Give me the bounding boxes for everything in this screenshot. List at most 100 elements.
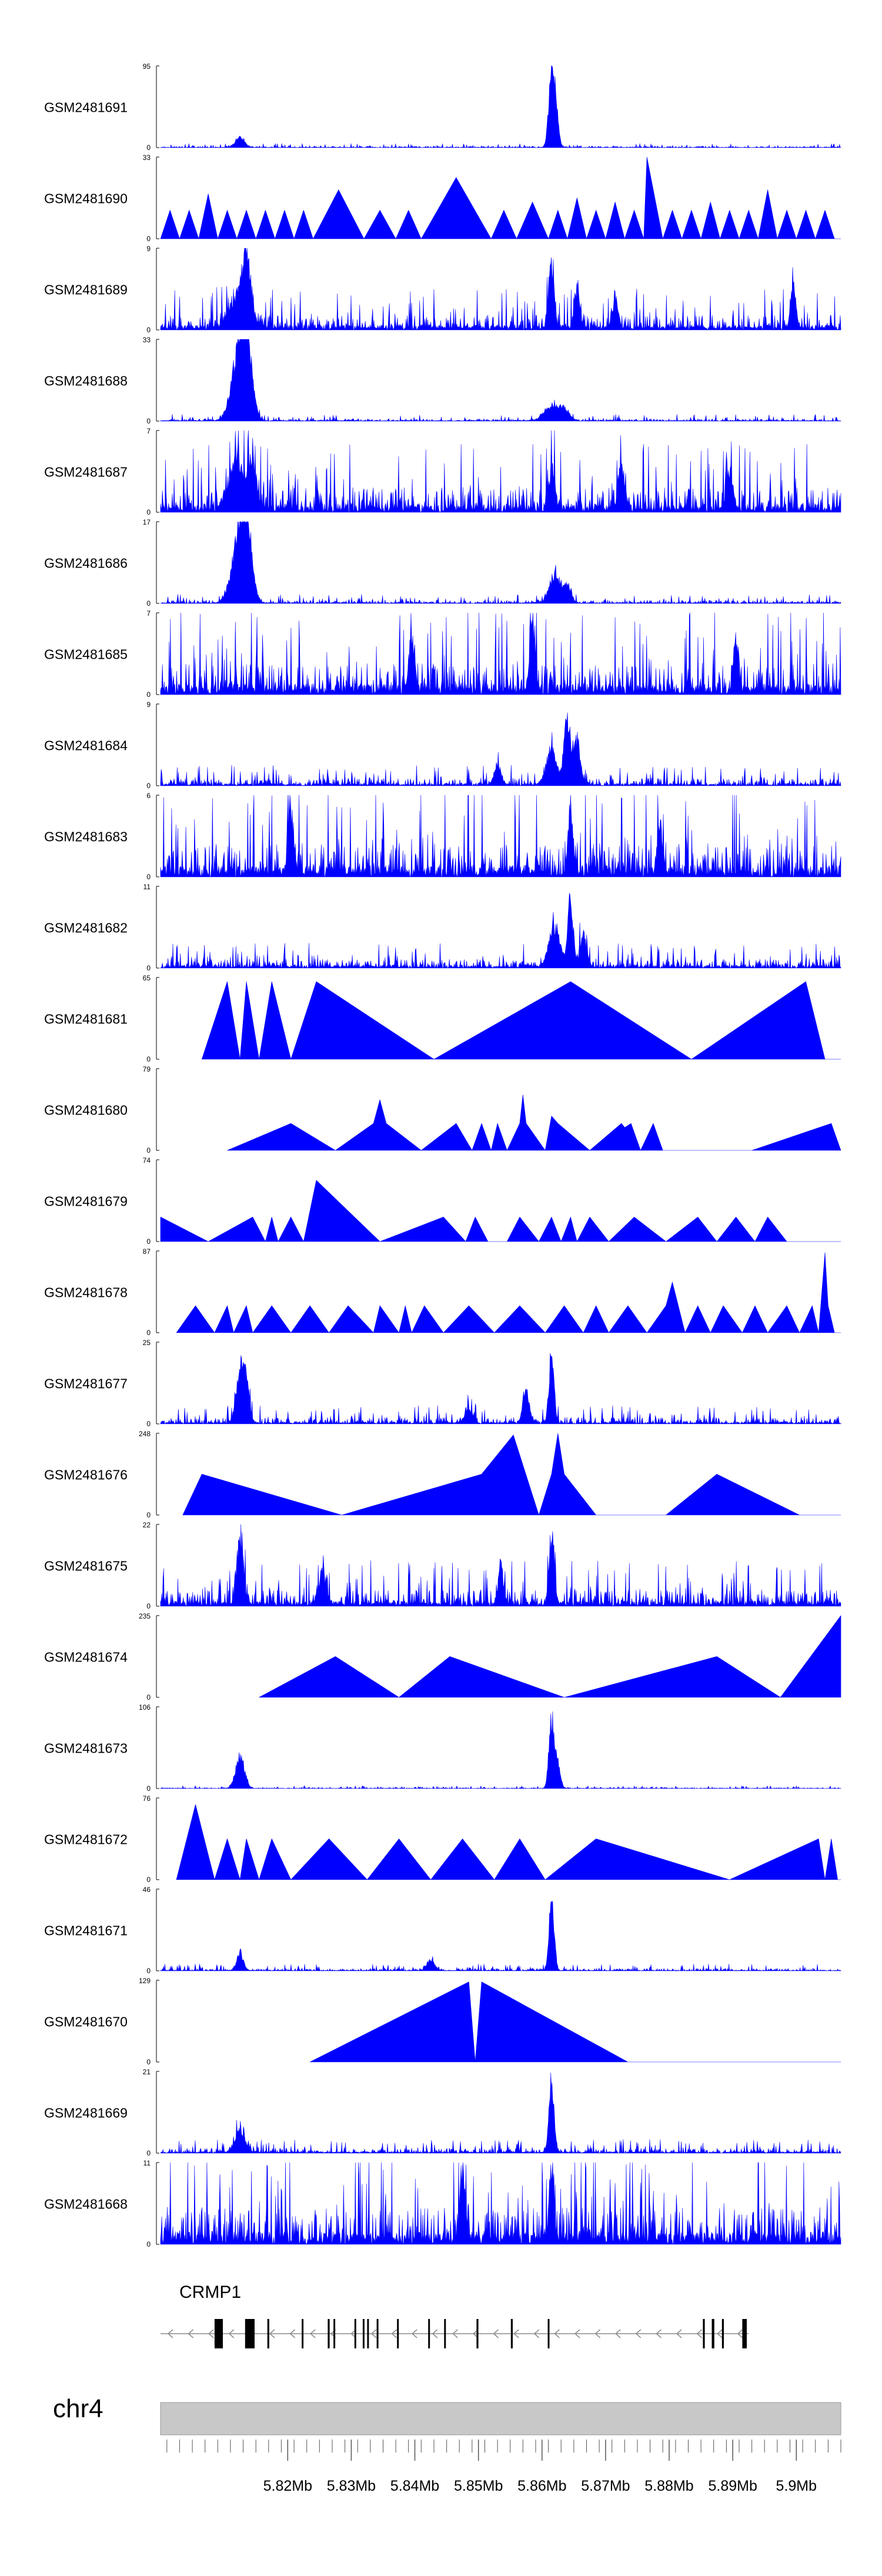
exon xyxy=(214,2319,223,2348)
track-label: GSM2481677 xyxy=(44,1376,128,1392)
coverage-area xyxy=(259,1615,841,1698)
track-label: GSM2481684 xyxy=(44,738,128,753)
y-axis-min-label: 0 xyxy=(146,1237,151,1246)
y-axis-min-label: 0 xyxy=(146,235,151,243)
track-label: GSM2481686 xyxy=(44,556,128,571)
strand-arrow xyxy=(269,2329,275,2338)
y-axis-min-label: 0 xyxy=(146,417,151,425)
strand-arrow xyxy=(594,2329,601,2338)
track-GSM2481686: GSM2481686 17 0 xyxy=(44,518,841,608)
x-tick-label: 5.84Mb xyxy=(390,2478,439,2494)
track-GSM2481676: GSM2481676 248 0 xyxy=(44,1430,841,1519)
track-GSM2481672: GSM2481672 76 0 xyxy=(44,1794,841,1884)
track-GSM2481669: GSM2481669 21 0 xyxy=(44,2068,841,2157)
y-axis-max-label: 95 xyxy=(143,62,151,71)
track-GSM2481684: GSM2481684 9 0 xyxy=(44,700,841,790)
strand-arrow xyxy=(656,2329,662,2338)
track-label: GSM2481671 xyxy=(44,1923,128,1938)
y-axis-min-label: 0 xyxy=(146,1876,151,1884)
coverage-area xyxy=(160,1353,841,1424)
exon xyxy=(362,2319,365,2348)
track-GSM2481675: GSM2481675 22 0 xyxy=(44,1521,841,1610)
y-axis-max-label: 21 xyxy=(143,2068,151,2076)
chromosome-bar xyxy=(160,2402,841,2435)
y-axis-max-label: 11 xyxy=(143,2159,151,2167)
y-axis-max-label: 11 xyxy=(143,883,151,891)
track-label: GSM2481689 xyxy=(44,282,128,298)
y-axis-min-label: 0 xyxy=(146,873,151,881)
track-GSM2481673: GSM2481673 106 0 xyxy=(44,1703,841,1793)
y-axis-max-label: 74 xyxy=(143,1156,151,1164)
chromosome-label: chr4 xyxy=(53,2394,103,2423)
strand-arrow xyxy=(289,2329,296,2338)
y-axis-min-label: 0 xyxy=(146,1511,151,1519)
y-axis-max-label: 65 xyxy=(143,974,151,982)
y-axis-max-label: 9 xyxy=(146,245,151,253)
track-label: GSM2481679 xyxy=(44,1194,128,1209)
track-GSM2481671: GSM2481671 46 0 xyxy=(44,1886,841,1975)
strand-arrow xyxy=(513,2329,519,2338)
y-axis-min-label: 0 xyxy=(146,1602,151,1610)
strand-arrow xyxy=(737,2329,743,2338)
y-axis-max-label: 79 xyxy=(143,1065,151,1073)
y-axis-min-label: 0 xyxy=(146,1784,151,1793)
strand-arrow xyxy=(696,2329,703,2338)
coverage-area xyxy=(160,65,841,148)
x-tick-label: 5.85Mb xyxy=(454,2478,503,2494)
coverage-area xyxy=(160,612,841,695)
exon xyxy=(333,2319,336,2348)
track-GSM2481682: GSM2481682 11 0 xyxy=(44,883,841,972)
coverage-area xyxy=(160,893,841,969)
x-tick-label: 5.89Mb xyxy=(709,2478,757,2494)
y-axis-max-label: 6 xyxy=(146,792,151,800)
strand-arrow xyxy=(391,2329,397,2338)
coverage-area xyxy=(160,521,841,604)
y-axis-max-label: 7 xyxy=(146,427,151,435)
track-GSM2481683: GSM2481683 6 0 xyxy=(44,792,841,881)
track-label: GSM2481675 xyxy=(44,1559,128,1574)
strand-arrow xyxy=(167,2329,173,2338)
strand-arrow xyxy=(472,2329,479,2338)
coverage-area xyxy=(202,981,841,1060)
y-axis-min-label: 0 xyxy=(146,2058,151,2066)
exon xyxy=(376,2319,379,2348)
strand-arrow xyxy=(188,2329,194,2338)
track-label: GSM2481680 xyxy=(44,1103,128,1118)
track-label: GSM2481673 xyxy=(44,1741,128,1756)
track-GSM2481679: GSM2481679 74 0 xyxy=(44,1156,841,1246)
coverage-area xyxy=(309,1981,841,2063)
y-axis-min-label: 0 xyxy=(146,1055,151,1063)
track-label: GSM2481674 xyxy=(44,1650,128,1665)
y-axis-min-label: 0 xyxy=(146,2240,151,2248)
x-tick-label: 5.83Mb xyxy=(327,2478,376,2494)
y-axis-min-label: 0 xyxy=(146,782,151,790)
strand-arrow xyxy=(717,2329,723,2338)
strand-arrow xyxy=(676,2329,682,2338)
y-axis-max-label: 76 xyxy=(143,1794,151,1803)
track-label: GSM2481670 xyxy=(44,2014,128,2030)
exon xyxy=(711,2319,714,2348)
y-axis-min-label: 0 xyxy=(146,326,151,334)
coverage-area xyxy=(160,1901,841,1971)
coverage-area xyxy=(160,339,841,422)
track-label: GSM2481669 xyxy=(44,2105,128,2121)
coverage-tracks: GSM2481691950GSM2481690330GSM248168990GS… xyxy=(44,62,841,2248)
exon xyxy=(476,2319,479,2348)
exon xyxy=(328,2319,330,2348)
x-tick-label: 5.88Mb xyxy=(644,2478,693,2494)
track-GSM2481668: GSM2481668 11 0 xyxy=(44,2159,841,2248)
y-axis-max-label: 7 xyxy=(146,609,151,618)
coverage-area xyxy=(160,712,841,786)
track-GSM2481688: GSM2481688 33 0 xyxy=(44,336,841,425)
strand-arrow xyxy=(635,2329,642,2338)
coverage-area xyxy=(160,795,841,877)
track-GSM2481674: GSM2481674 235 0 xyxy=(44,1612,841,1701)
track-GSM2481685: GSM2481685 7 0 xyxy=(44,609,841,699)
x-tick-label: 5.87Mb xyxy=(581,2478,630,2494)
coverage-area xyxy=(160,156,841,239)
track-label: GSM2481682 xyxy=(44,920,128,936)
track-label: GSM2481678 xyxy=(44,1285,128,1300)
y-axis-max-label: 235 xyxy=(139,1612,151,1620)
strand-arrow xyxy=(452,2329,458,2338)
